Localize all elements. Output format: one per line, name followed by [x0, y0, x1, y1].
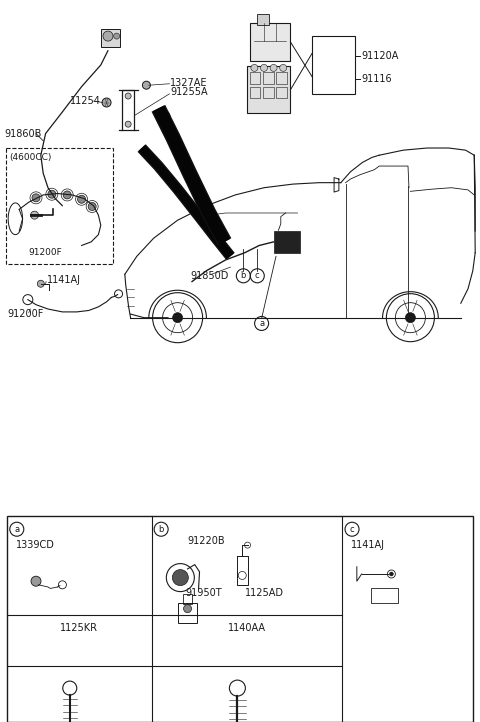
Circle shape	[114, 33, 120, 39]
Text: 1141AJ: 1141AJ	[47, 275, 81, 285]
Circle shape	[103, 31, 113, 41]
Bar	[250, 23, 290, 61]
Circle shape	[102, 98, 111, 107]
Circle shape	[31, 576, 41, 586]
Bar	[274, 231, 300, 253]
Circle shape	[173, 313, 182, 323]
Circle shape	[48, 190, 56, 199]
Bar	[263, 87, 274, 98]
Bar	[183, 594, 192, 604]
Text: 91860B: 91860B	[5, 129, 42, 139]
Circle shape	[125, 93, 131, 99]
Circle shape	[31, 211, 38, 219]
Bar	[7, 516, 473, 722]
Text: 1125AD: 1125AD	[245, 588, 284, 599]
Text: 91120A: 91120A	[361, 51, 398, 61]
Circle shape	[63, 191, 71, 199]
Circle shape	[32, 193, 40, 202]
Text: 91950T: 91950T	[185, 588, 222, 599]
Text: 1141AJ: 1141AJ	[351, 540, 385, 550]
Circle shape	[270, 64, 277, 71]
Circle shape	[125, 121, 131, 127]
Bar	[250, 72, 260, 84]
Bar	[276, 72, 287, 84]
Bar	[6, 148, 113, 264]
Circle shape	[280, 64, 287, 71]
Circle shape	[172, 570, 188, 586]
Text: 91255A: 91255A	[170, 87, 208, 97]
Bar	[101, 29, 120, 47]
Circle shape	[251, 64, 258, 71]
Bar	[247, 66, 290, 113]
Bar	[312, 36, 355, 94]
Circle shape	[389, 572, 394, 576]
Circle shape	[183, 604, 192, 613]
Text: 91220B: 91220B	[188, 536, 225, 547]
Text: 11254: 11254	[70, 96, 100, 106]
Text: 1327AE: 1327AE	[170, 78, 208, 88]
Text: 91850D: 91850D	[190, 271, 228, 281]
Bar	[263, 72, 274, 84]
Bar	[371, 588, 397, 603]
Text: b: b	[158, 525, 164, 534]
Circle shape	[37, 280, 44, 287]
Circle shape	[406, 313, 415, 323]
Text: a: a	[259, 319, 264, 328]
Text: b: b	[240, 271, 246, 280]
Text: 91116: 91116	[361, 74, 392, 84]
Text: c: c	[350, 525, 354, 534]
Circle shape	[143, 81, 150, 90]
Text: 91200F: 91200F	[29, 248, 62, 257]
Bar	[257, 14, 269, 25]
Circle shape	[78, 195, 85, 204]
Text: 91200F: 91200F	[7, 309, 44, 319]
Text: c: c	[255, 271, 260, 280]
Circle shape	[261, 64, 267, 71]
Circle shape	[156, 110, 170, 124]
Text: 1339CD: 1339CD	[16, 540, 55, 550]
Bar	[250, 87, 260, 98]
Bar	[276, 87, 287, 98]
Text: 1140AA: 1140AA	[228, 623, 266, 633]
Circle shape	[88, 202, 96, 211]
Text: 1125KR: 1125KR	[60, 623, 98, 633]
Text: (4600CC): (4600CC)	[10, 153, 52, 162]
Text: a: a	[14, 525, 19, 534]
Bar	[178, 603, 197, 623]
